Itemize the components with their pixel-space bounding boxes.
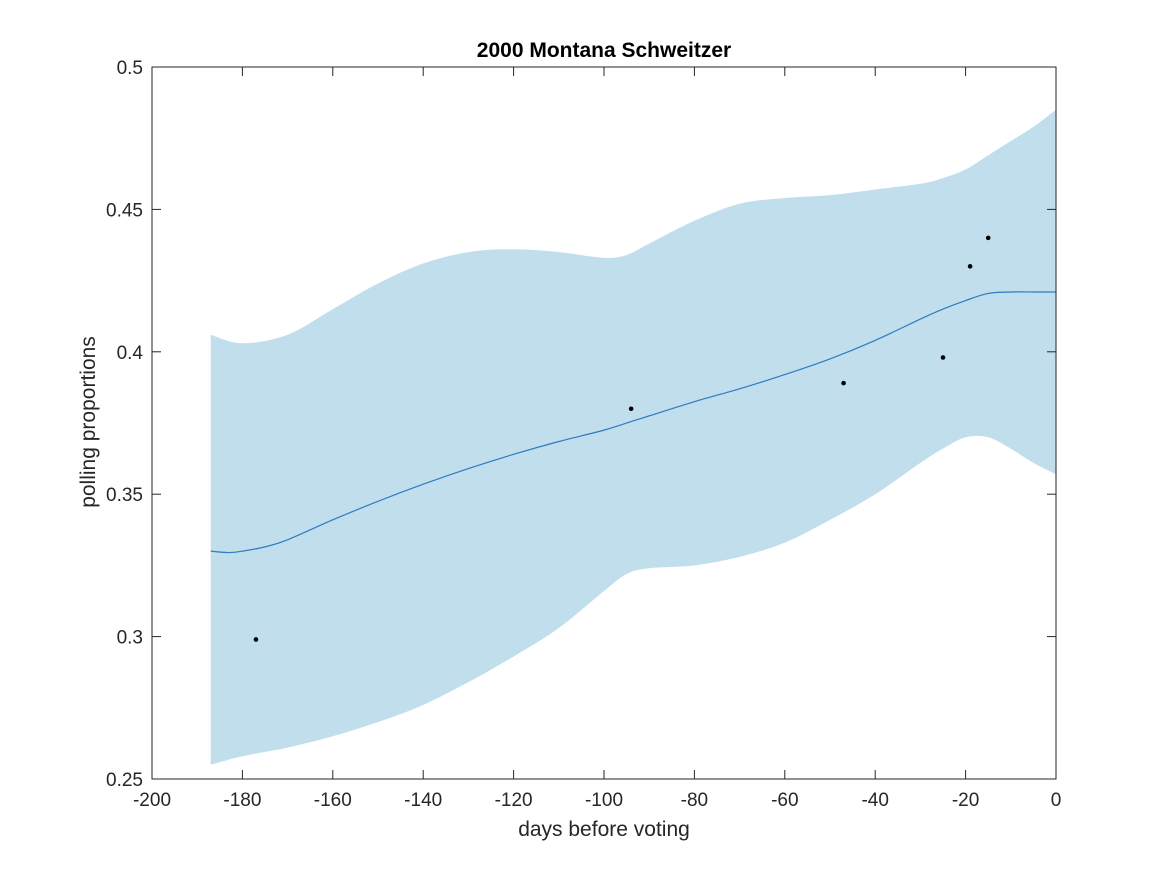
x-tick-label: -160	[314, 790, 352, 811]
x-tick-label: -60	[771, 790, 798, 811]
y-tick-label: 0.35	[106, 485, 143, 506]
y-axis-label: polling proportions	[77, 336, 100, 508]
poll-point	[253, 637, 259, 642]
x-tick-label: -80	[681, 790, 708, 811]
trend-line-layer	[210, 291, 1056, 554]
y-tick-label: 0.45	[106, 200, 143, 221]
x-tick-label: -40	[861, 790, 888, 811]
poll-point	[940, 355, 946, 360]
trend-line	[210, 291, 1056, 554]
chart-title: 2000 Montana Schweitzer	[477, 39, 731, 62]
y-tick-marks: 0.25 0.3 0.35 0.4 0.45 0.5	[106, 58, 1056, 791]
y-tick-label: 0.4	[117, 343, 144, 364]
confidence-band	[210, 109, 1056, 765]
y-tick-label: 0.25	[106, 770, 143, 791]
poll-point	[985, 235, 991, 241]
x-tick-label: -140	[404, 790, 442, 811]
y-tick-label: 0.5	[117, 58, 143, 79]
poll-point	[967, 264, 973, 269]
x-tick-label: 0	[1051, 790, 1062, 811]
confidence-band-layer	[210, 109, 1056, 765]
x-tick-label: -120	[495, 790, 533, 811]
poll-point	[841, 380, 846, 386]
scatter-points-layer	[253, 235, 991, 642]
x-tick-marks: -200 -180 -160 -140 -120 -100 -80 -60 -40 -20 0	[133, 67, 1061, 811]
y-tick-label: 0.3	[117, 628, 143, 649]
x-tick-label: -100	[585, 790, 623, 811]
x-tick-label: -180	[223, 790, 261, 811]
poll-point	[628, 406, 634, 412]
x-axis-label: days before voting	[518, 818, 690, 841]
x-tick-label: -200	[133, 790, 171, 811]
x-tick-label: -20	[952, 790, 979, 811]
